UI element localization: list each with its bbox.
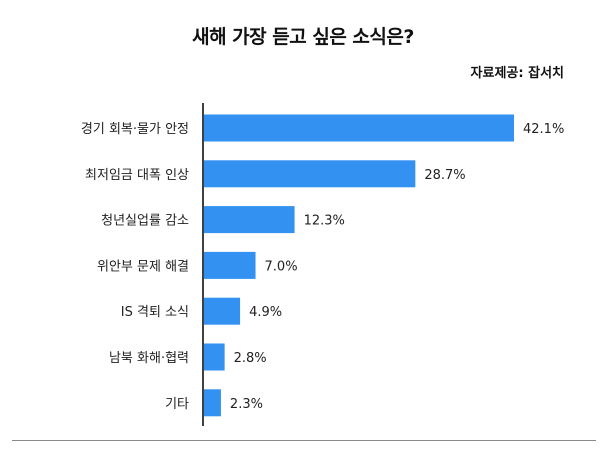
category-label: 청년실업률 감소 — [101, 214, 189, 229]
bars-layer: 경기 회복·물가 안정 42.1% 최저임금 대폭 인상 28.7% 청년실업률 감소 1… — [81, 114, 564, 417]
bar-group: 기타 2.3% — [165, 389, 263, 417]
bar-group: 경기 회복·물가 안정 42.1% — [81, 114, 564, 142]
source-note: 자료제공: 잡서치 — [470, 66, 564, 81]
value-label: 2.8% — [234, 351, 267, 366]
value-label: 7.0% — [265, 259, 298, 274]
bottom-divider — [12, 440, 596, 441]
bar-group: 청년실업률 감소 12.3% — [101, 206, 345, 234]
value-label: 12.3% — [304, 214, 345, 229]
value-label: 42.1% — [523, 122, 564, 137]
category-label: 위안부 문제 해결 — [97, 259, 189, 274]
category-label: IS 격퇴 소식 — [121, 305, 189, 320]
bar-group: IS 격퇴 소식 4.9% — [121, 297, 282, 325]
bar-group: 위안부 문제 해결 7.0% — [97, 251, 298, 279]
bar-group: 최저임금 대폭 인상 28.7% — [85, 160, 466, 188]
category-label: 경기 회복·물가 안정 — [81, 122, 189, 137]
bar — [204, 297, 241, 325]
chart-title: 새해 가장 듣고 싶은 소식은? — [192, 26, 414, 48]
bar-group: 남북 화해·협력 2.8% — [109, 343, 267, 371]
category-label: 최저임금 대폭 인상 — [85, 168, 189, 183]
bar — [204, 206, 295, 234]
bar — [204, 343, 225, 371]
value-label: 4.9% — [249, 305, 282, 320]
value-label: 28.7% — [424, 168, 465, 183]
bar — [204, 114, 514, 142]
bar — [204, 251, 256, 279]
category-label: 기타 — [165, 397, 189, 412]
value-label: 2.3% — [230, 397, 263, 412]
bar — [204, 389, 221, 417]
category-label: 남북 화해·협력 — [109, 351, 189, 366]
bar — [204, 160, 416, 188]
